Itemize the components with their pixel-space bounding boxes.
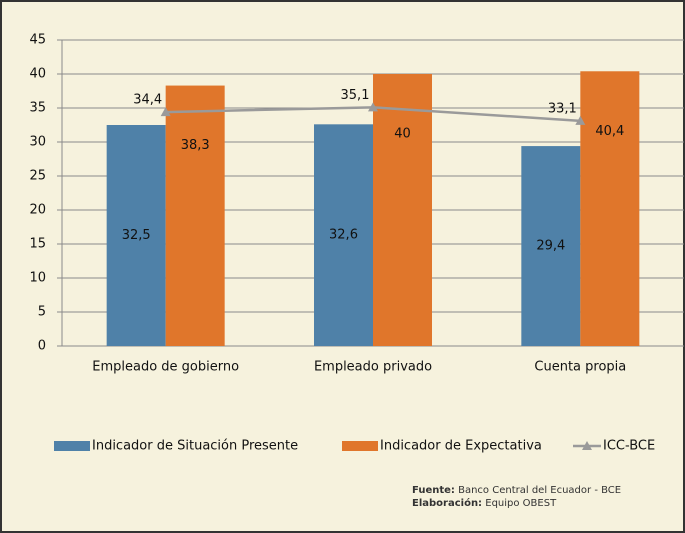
y-tick-label: 30	[29, 135, 46, 150]
legend-swatch	[54, 441, 90, 451]
data-label: 33,1	[548, 101, 577, 116]
bar	[580, 71, 640, 346]
marker	[368, 102, 378, 112]
y-tick-label: 5	[38, 305, 46, 320]
x-tick-label: Empleado privado	[314, 360, 432, 375]
y-tick-label: 20	[29, 203, 46, 218]
source: Fuente: Banco Central del Ecuador - BCE	[412, 485, 621, 496]
x-tick-label: Empleado de gobierno	[92, 360, 239, 375]
bar	[106, 125, 166, 346]
data-label: 35,1	[341, 88, 370, 103]
y-tick-label: 35	[29, 101, 46, 116]
legend-label: Indicador de Situación Presente	[92, 439, 298, 454]
data-label: 32,6	[329, 228, 358, 243]
data-label: 34,4	[133, 93, 162, 108]
legend-marker	[582, 441, 592, 450]
legend-label: Indicador de Expectativa	[380, 439, 542, 454]
bar	[314, 124, 373, 346]
credit: Elaboración: Equipo OBEST	[412, 497, 557, 509]
y-tick-label: 15	[29, 237, 46, 252]
data-label: 40	[394, 127, 411, 142]
marker	[160, 107, 171, 117]
y-tick-label: 0	[38, 339, 46, 354]
bar	[373, 74, 432, 346]
data-label: 38,3	[181, 138, 210, 153]
y-tick-label: 45	[29, 33, 46, 48]
data-label: 40,4	[595, 124, 624, 139]
legend-label: ICC-BCE	[603, 439, 655, 454]
y-tick-label: 10	[29, 271, 46, 286]
data-label: 32,5	[122, 228, 151, 243]
credit-text: Equipo OBEST	[485, 498, 557, 509]
source-label: Fuente:	[412, 485, 455, 496]
legend-swatch	[342, 441, 378, 451]
bar	[165, 85, 225, 346]
data-label: 29,4	[536, 239, 565, 254]
marker	[575, 115, 586, 125]
y-tick-label: 40	[29, 67, 46, 82]
source-text: Banco Central del Ecuador - BCE	[458, 485, 621, 496]
credit-label: Elaboración:	[412, 497, 482, 509]
bar	[521, 146, 581, 346]
x-tick-label: Cuenta propia	[534, 360, 626, 375]
y-tick-label: 25	[29, 169, 46, 184]
